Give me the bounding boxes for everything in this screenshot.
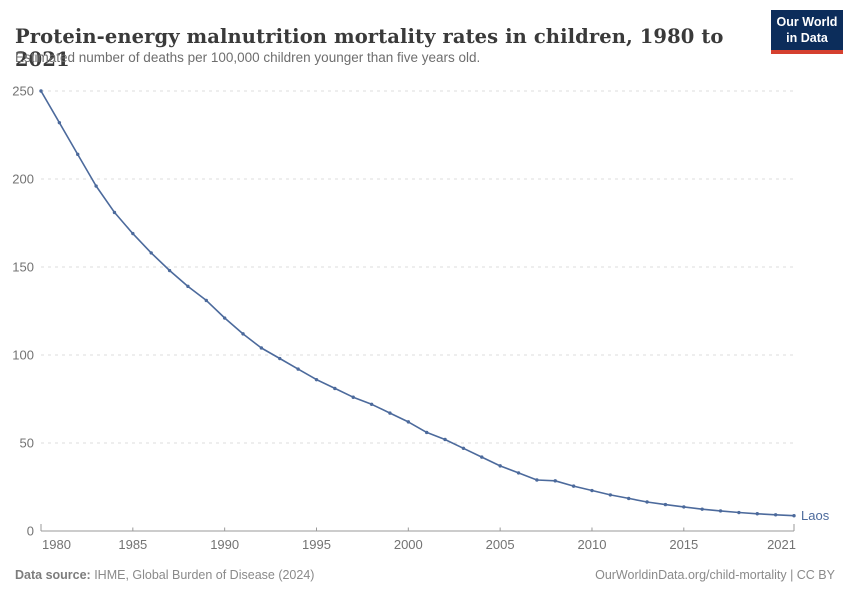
series-point bbox=[682, 505, 686, 509]
series-point bbox=[608, 493, 613, 497]
series-point bbox=[535, 478, 539, 482]
series-point bbox=[259, 346, 264, 350]
owid-logo: Our World in Data bbox=[771, 10, 843, 55]
series-point bbox=[241, 332, 245, 336]
data-source-text: IHME, Global Burden of Disease (2024) bbox=[90, 568, 315, 582]
series-point bbox=[186, 284, 190, 289]
series-point bbox=[663, 502, 668, 507]
series-point bbox=[204, 298, 208, 303]
series-point bbox=[755, 512, 759, 516]
x-tick-label: 1980 bbox=[42, 537, 71, 552]
series-point bbox=[627, 496, 631, 501]
data-source-note: Data source: IHME, Global Burden of Dise… bbox=[15, 568, 314, 582]
y-tick-label: 100 bbox=[12, 348, 34, 363]
series-point bbox=[222, 316, 227, 320]
series-point bbox=[645, 500, 649, 504]
series-point bbox=[76, 152, 80, 157]
series-point bbox=[131, 231, 135, 236]
x-tick-label: 2015 bbox=[669, 537, 698, 552]
chart-title: Protein-energy malnutrition mortality ra… bbox=[15, 25, 724, 72]
series-point bbox=[718, 509, 723, 513]
y-tick-label: 0 bbox=[27, 524, 34, 539]
chart-canvas: 0 50 100 150 200 250 1980 1985 1990 1995 2000 2005 2… bbox=[12, 84, 830, 553]
x-tick-label: 1990 bbox=[210, 537, 239, 552]
y-tick-label: 200 bbox=[12, 172, 34, 187]
y-tick-label: 50 bbox=[20, 436, 34, 451]
x-tick-label: 1985 bbox=[118, 537, 147, 552]
chart-footer: Data source: IHME, Global Burden of Dise… bbox=[15, 568, 835, 582]
series-point bbox=[94, 184, 98, 188]
series-point bbox=[167, 268, 172, 273]
series-point bbox=[57, 120, 62, 125]
series-point bbox=[112, 210, 117, 215]
x-tick-label: 2010 bbox=[578, 537, 607, 552]
series-point bbox=[498, 464, 502, 468]
series-point bbox=[571, 484, 576, 488]
y-tick-label: 250 bbox=[12, 84, 34, 99]
series-point bbox=[149, 251, 153, 255]
x-tick-label: 2021 bbox=[767, 537, 796, 552]
series-line-laos bbox=[40, 90, 795, 517]
series-point bbox=[351, 395, 355, 399]
credit-link: OurWorldinData.org/child-mortality | CC … bbox=[595, 568, 835, 582]
series-point bbox=[424, 430, 429, 435]
series-point bbox=[369, 402, 374, 406]
series-point bbox=[406, 420, 411, 424]
x-tick-label: 2000 bbox=[394, 537, 423, 552]
series-point bbox=[700, 507, 704, 511]
x-tick-label: 1995 bbox=[302, 537, 331, 552]
series-point bbox=[388, 411, 392, 415]
series-point bbox=[333, 386, 337, 391]
series-point bbox=[516, 471, 521, 475]
x-tick-label: 2005 bbox=[486, 537, 515, 552]
series-point bbox=[296, 367, 300, 371]
series-point bbox=[590, 488, 594, 493]
series-point bbox=[792, 513, 796, 518]
series-point bbox=[278, 356, 282, 361]
owid-logo-line2: in Data bbox=[786, 30, 828, 45]
owid-logo-line1: Our World bbox=[776, 15, 838, 29]
series-point bbox=[39, 89, 43, 93]
series-end-label: Laos bbox=[801, 508, 830, 523]
series-point bbox=[314, 377, 319, 382]
y-tick-label: 150 bbox=[12, 260, 34, 275]
series-point bbox=[553, 479, 557, 483]
data-source-label: Data source: bbox=[15, 568, 91, 582]
series-point bbox=[443, 437, 447, 442]
series-point bbox=[773, 513, 778, 517]
series-point bbox=[461, 446, 466, 450]
series-point bbox=[737, 510, 741, 515]
series-point bbox=[480, 455, 484, 459]
chart-subtitle: Estimated number of deaths per 100,000 c… bbox=[15, 50, 481, 65]
